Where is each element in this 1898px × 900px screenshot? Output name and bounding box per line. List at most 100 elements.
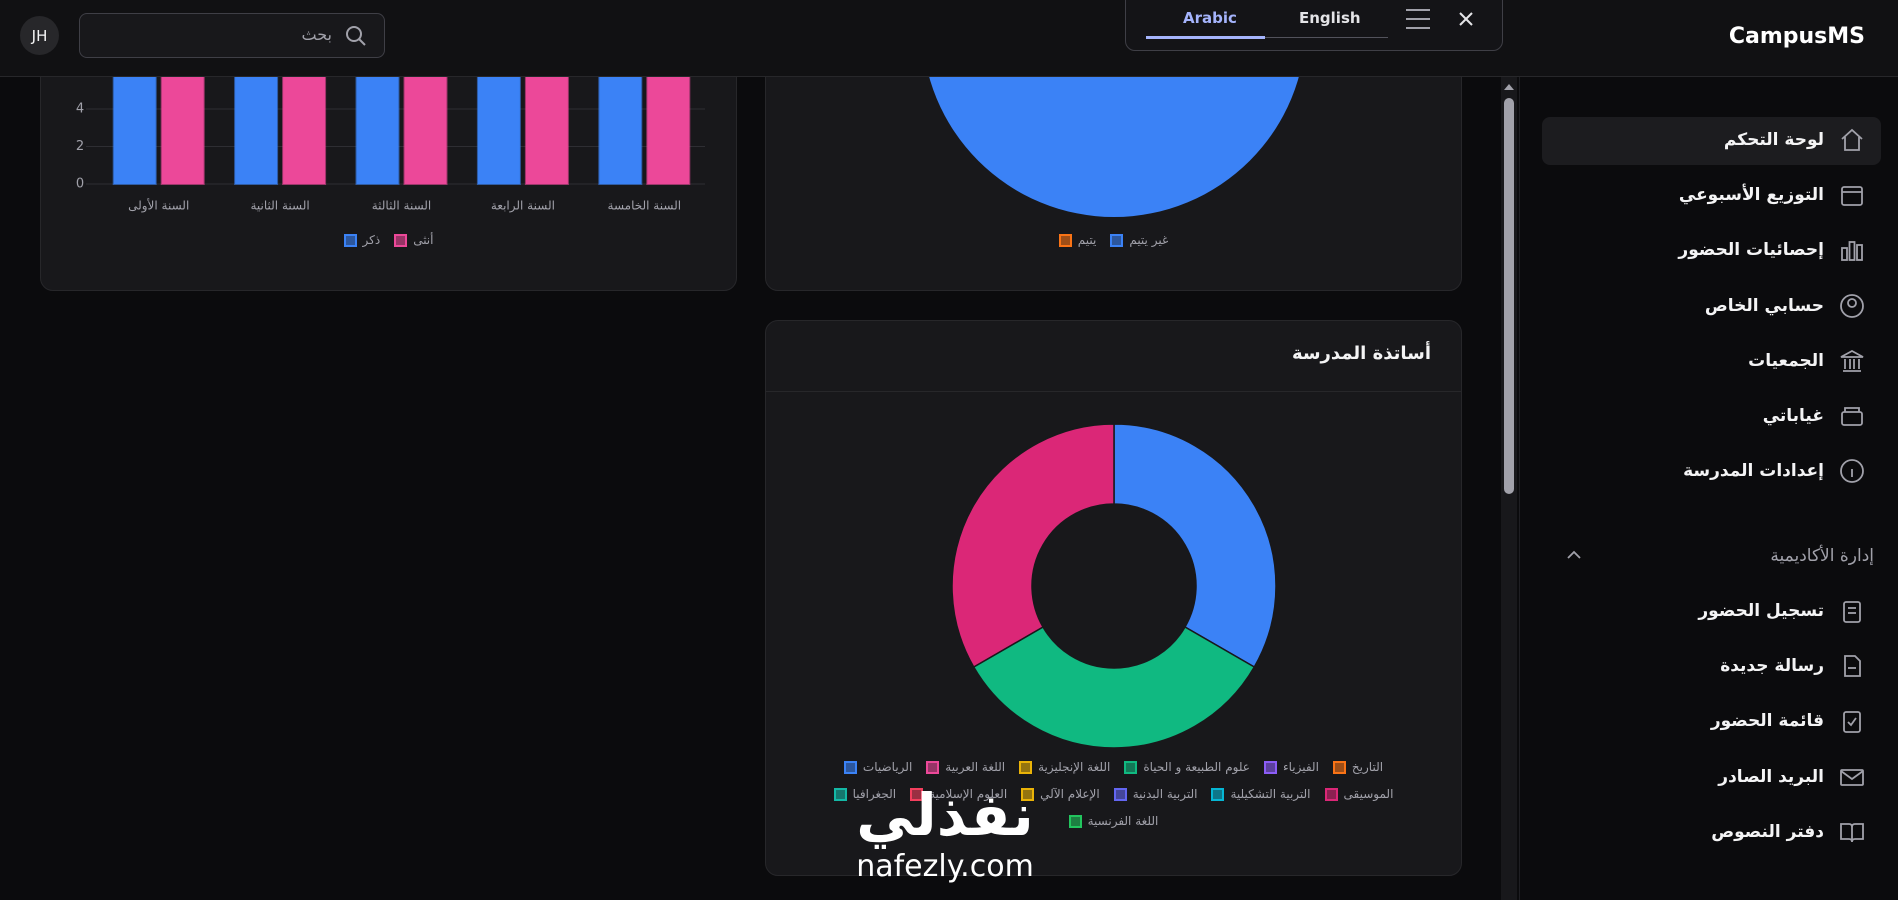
teachers-card: أساتذة المدرسة [765, 320, 1462, 876]
legend-swatch [1211, 787, 1225, 801]
legend-label: التاريخ [1351, 760, 1384, 774]
nav-item[interactable]: إعدادات المدرسة [1683, 461, 1824, 482]
legend-row: الموسيقى التربية التشكيلية التربية البدنية… [833, 787, 1394, 801]
nav-icon [1841, 407, 1863, 426]
y-tick-label: 2 [76, 139, 84, 154]
legend-item: اللغة الإنجليزية [1019, 760, 1110, 774]
card-title: أساتذة المدرسة [1291, 343, 1431, 364]
legend-item: الموسيقى [1324, 787, 1394, 801]
legend-swatch [1058, 233, 1072, 247]
x-tick-label: السنة الثالثة [372, 199, 432, 213]
nav-item[interactable]: التوزيع الأسبوعي [1678, 185, 1824, 206]
legend-swatch [1124, 760, 1138, 774]
scrollbar-track [1501, 77, 1517, 900]
nav-icon [1840, 768, 1864, 786]
language-tab-active[interactable]: Arabic [1183, 9, 1237, 27]
legend-row: الرياضيات اللغة العربية اللغة الإنجليزية عل… [843, 760, 1384, 774]
nav-icon [1840, 822, 1864, 842]
menu-button[interactable] [1404, 7, 1432, 31]
avatar[interactable]: JH [20, 16, 59, 55]
nav-item[interactable]: حسابي الخاص [1704, 295, 1824, 316]
nav-icon [1844, 655, 1861, 678]
legend-swatch [394, 233, 408, 247]
slice [972, 625, 1256, 749]
y-tick-label: 0 [76, 177, 84, 192]
legend-swatch [833, 787, 847, 801]
legend-item: التاريخ [1332, 760, 1384, 774]
legend-swatch [1324, 787, 1338, 801]
nav-item[interactable]: الجمعيات [1748, 350, 1824, 371]
x-tick-label: السنة الأولى [128, 198, 189, 214]
nav-icon [1840, 293, 1864, 318]
legend-label: اللغة الفرنسية [1087, 814, 1159, 828]
search-placeholder: بحث [301, 25, 333, 44]
legend-item: الفيزياء [1263, 760, 1319, 774]
legend-swatch [926, 760, 940, 774]
nav-item[interactable]: تسجيل الحضور [1698, 601, 1824, 621]
nav-item[interactable]: إحصائيات الحضور [1678, 240, 1824, 261]
nav-item[interactable]: غياباتي [1762, 406, 1824, 426]
legend-item: اللغة الفرنسية [1068, 814, 1159, 828]
nav-icon [1840, 349, 1864, 372]
card-divider [766, 391, 1461, 392]
legend-swatch [1021, 787, 1035, 801]
scroll-up-arrow[interactable] [1501, 79, 1517, 95]
legend-label: الجغرافيا [852, 787, 897, 801]
slice [951, 423, 1115, 669]
legend-label: الرياضيات [862, 760, 913, 774]
nav-item[interactable]: البريد الصادر [1718, 766, 1824, 787]
legend-label: علوم الطبيعة و الحياة [1143, 760, 1250, 774]
nav-item[interactable]: قائمة الحضور [1710, 711, 1824, 732]
active-item-bg [1542, 117, 1881, 165]
legend-label: ذكر [362, 233, 381, 247]
legend-item: الجغرافيا [833, 787, 897, 801]
tab-indicator [1146, 36, 1265, 39]
legend-label: الموسيقى [1343, 787, 1394, 801]
legend-label: يتيم [1077, 233, 1097, 247]
legend-swatch [1019, 760, 1033, 774]
nav-section: إدارة الأكاديمية [1770, 546, 1874, 566]
legend-item: غير يتيم [1110, 233, 1168, 247]
x-tick-label: السنة الرابعة [491, 199, 555, 214]
nav-item[interactable]: رسالة جديدة [1720, 656, 1824, 677]
legend-swatch [1110, 233, 1124, 247]
close-button[interactable] [1456, 9, 1476, 29]
sidebar: لوحة التحكم التوزيع الأسبوعي إحصائيات الحض… [1519, 77, 1898, 900]
legend-item: العلوم الإسلامية [910, 787, 1007, 801]
legend-item: ذكر [343, 233, 381, 247]
nav-item[interactable]: دفتر النصوص [1711, 821, 1824, 842]
header: JH بحث Arabic English CampusMS [0, 0, 1898, 77]
nav-icon [1841, 241, 1863, 262]
nav-icon [1841, 128, 1863, 151]
legend-item: التربية التشكيلية [1211, 787, 1311, 801]
nav-icon [1843, 601, 1861, 623]
watermark: نفذلي nafezly.com [840, 780, 1050, 884]
legend-label: الإعلام الآلي [1040, 787, 1100, 801]
brand[interactable]: CampusMS [1728, 24, 1865, 49]
legend-item: التربية البدنية [1113, 787, 1197, 801]
legend-label: الفيزياء [1282, 760, 1319, 774]
y-tick-label: 4 [76, 102, 84, 117]
language-panel: Arabic English [1125, 0, 1503, 51]
search-box[interactable]: بحث [79, 13, 385, 58]
collapse-chevron[interactable] [1564, 545, 1584, 565]
legend-item: علوم الطبيعة و الحياة [1124, 760, 1250, 774]
legend-swatch [343, 233, 357, 247]
nav-item[interactable]: لوحة التحكم [1723, 130, 1824, 150]
legend-swatch [1068, 814, 1082, 828]
bar-legend: ذكر أنثى [40, 233, 737, 247]
language-tab[interactable]: English [1299, 9, 1361, 27]
legend-item: اللغة العربية [926, 760, 1005, 774]
legend-label: العلوم الإسلامية [929, 787, 1008, 801]
legend-swatch [1263, 760, 1277, 774]
x-tick-label: السنة الثانية [250, 199, 309, 213]
legend-swatch [910, 787, 924, 801]
legend-swatch [843, 760, 857, 774]
watermark-url: nafezly.com [856, 849, 1034, 884]
nav-icon [1840, 459, 1864, 484]
scrollbar-thumb[interactable] [1504, 98, 1514, 494]
nav-icon [1841, 186, 1863, 207]
doughnut-legend: الرياضيات اللغة العربية اللغة الإنجليزية عل… [765, 760, 1462, 828]
legend-swatch [1113, 787, 1127, 801]
